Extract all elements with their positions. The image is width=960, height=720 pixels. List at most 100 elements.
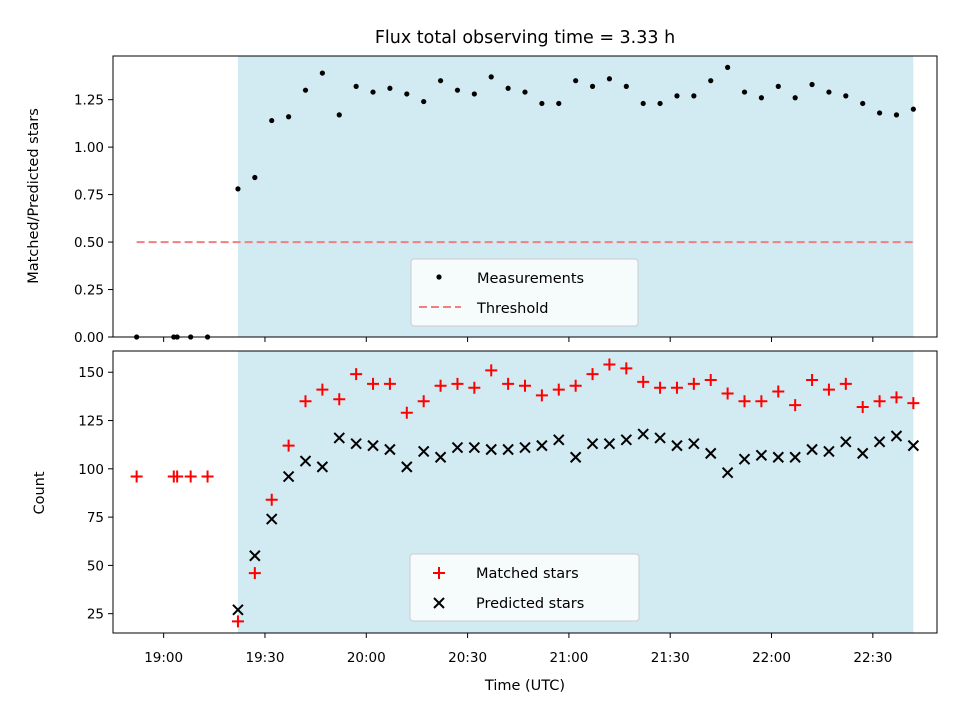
matched-star-point [265, 493, 278, 506]
bottom-x-ticks: 19:00 19:30 20:00 20:30 21:00 21:30 22:00 22:30 [144, 633, 892, 666]
predicted-star-point [840, 436, 852, 448]
matched-star-point [535, 389, 548, 402]
legend-predicted-marker [433, 597, 445, 609]
matched-star-point [670, 381, 683, 394]
measurement-point [640, 100, 646, 107]
predicted-star-point [671, 439, 683, 452]
measurement-point [269, 117, 275, 124]
measurement-point [370, 89, 376, 95]
bottom-legend: Matched stars Predicted stars [409, 553, 640, 622]
predicted-star-point [907, 439, 920, 452]
predicted-star-point [586, 438, 599, 450]
matched-star-point [687, 377, 700, 390]
measurement-point [674, 93, 680, 99]
matched-star-point [907, 397, 920, 410]
predicted-star-point [249, 550, 261, 562]
measurement-point [741, 89, 748, 95]
predicted-star-point [721, 466, 734, 479]
x-tick-label: 20:30 [448, 650, 487, 666]
predicted-star-point [856, 447, 869, 460]
matched-star-point [451, 377, 464, 390]
legend-matched-marker [433, 567, 445, 579]
top-y-tick-label: 0.00 [74, 330, 104, 346]
predicted-star-point [705, 447, 717, 460]
legend-measurements-label: Measurements [477, 271, 584, 287]
predicted-star-point [654, 432, 666, 444]
matched-star-point [502, 377, 515, 390]
predicted-star-point [434, 451, 447, 463]
measurement-point [319, 70, 325, 76]
predicted-star-point [468, 441, 481, 454]
top-y-tick-label: 1.00 [74, 140, 104, 156]
x-axis-label: Time (UTC) [484, 678, 565, 694]
measurement-point [488, 74, 494, 80]
measurement-point [235, 186, 241, 192]
legend-predicted-label: Predicted stars [476, 596, 584, 612]
matched-star-point [755, 395, 768, 408]
measurement-point [539, 100, 545, 107]
matched-star-point [873, 395, 886, 408]
measurement-point [437, 78, 444, 84]
measurement-point [589, 83, 596, 89]
predicted-star-point [772, 451, 784, 463]
measurement-point [876, 110, 883, 116]
matched-star-point [282, 439, 295, 452]
measurement-point [454, 87, 461, 93]
matched-star-point [316, 383, 329, 396]
predicted-star-point [603, 438, 616, 450]
measurement-point [387, 85, 393, 91]
matched-star-point [738, 395, 751, 408]
matched-star-point [806, 373, 819, 386]
top-y-tick-label: 1.25 [74, 93, 104, 109]
legend-measurements-marker [436, 274, 442, 280]
top-legend: Measurements Threshold [410, 258, 639, 327]
measurement-point [505, 85, 511, 91]
measurement-point [809, 81, 815, 88]
measurement-point [471, 91, 477, 97]
top-y-ticks: 0.00 0.25 0.50 0.75 1.00 1.25 [74, 93, 113, 346]
top-y-axis-label: Matched/Predicted stars [26, 108, 42, 284]
bottom-y-tick-label: 25 [87, 607, 104, 623]
bottom-y-axis-label: Count [32, 471, 48, 514]
matched-star-point [383, 377, 396, 390]
matched-star-point [299, 395, 312, 408]
predicted-star-point [519, 441, 531, 454]
matched-star-point [586, 368, 599, 381]
matched-star-point [603, 358, 616, 371]
measurement-point [860, 100, 866, 107]
legend-matched-label: Matched stars [476, 566, 579, 582]
measurement-point [691, 93, 697, 99]
x-tick-label: 22:00 [752, 650, 791, 666]
predicted-star-point [620, 434, 633, 446]
measurement-point [353, 83, 359, 89]
predicted-star-point [738, 453, 751, 465]
matched-star-point [890, 391, 903, 404]
predicted-star-point [401, 461, 413, 473]
measurement-point [657, 100, 663, 107]
matched-star-point [721, 387, 734, 400]
matched-star-point [772, 385, 785, 398]
predicted-star-point [553, 434, 565, 446]
predicted-star-point [333, 432, 345, 444]
x-tick-label: 21:00 [549, 650, 588, 666]
matched-star-point [367, 377, 380, 390]
predicted-star-point [755, 449, 768, 462]
x-tick-label: 19:00 [144, 650, 183, 666]
matched-star-point [468, 381, 481, 394]
predicted-star-point [823, 445, 835, 458]
predicted-star-point [316, 461, 329, 473]
x-tick-label: 19:30 [246, 650, 285, 666]
predicted-star-point [569, 451, 582, 463]
matched-star-point [654, 381, 667, 394]
measurement-point [758, 95, 764, 101]
matched-star-point [552, 383, 565, 396]
measurement-point [522, 89, 528, 95]
measurement-point [421, 98, 427, 105]
predicted-star-point [367, 439, 379, 452]
bottom-plot-frame [112, 350, 938, 634]
top-y-tick-label: 0.75 [74, 188, 104, 204]
measurement-point [792, 95, 798, 101]
bottom-y-tick-label: 75 [87, 510, 104, 526]
matched-star-point [485, 364, 498, 377]
matched-stars-points [130, 358, 920, 628]
